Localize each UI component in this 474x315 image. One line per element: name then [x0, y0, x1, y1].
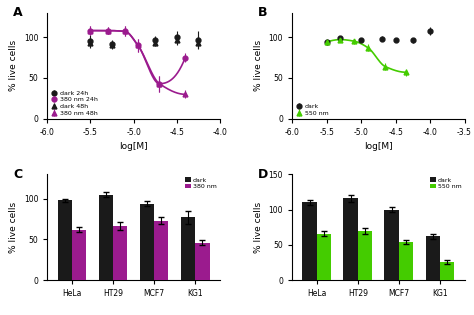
Bar — [317, 234, 331, 280]
X-axis label: log[M]: log[M] — [119, 142, 148, 152]
Bar — [58, 200, 72, 280]
Bar — [181, 217, 195, 280]
Bar — [195, 243, 210, 280]
Legend: dark, 550 nm: dark, 550 nm — [428, 176, 463, 191]
Bar — [113, 226, 128, 280]
Y-axis label: % live cells: % live cells — [254, 202, 263, 253]
Bar — [358, 231, 372, 280]
Legend: dark, 380 nm: dark, 380 nm — [183, 176, 218, 191]
Text: A: A — [13, 6, 23, 19]
Legend: dark, 550 nm: dark, 550 nm — [294, 102, 329, 117]
Bar — [344, 198, 358, 280]
Bar — [302, 203, 317, 280]
Bar — [426, 237, 440, 280]
Bar — [140, 203, 154, 280]
Bar — [99, 195, 113, 280]
Text: C: C — [13, 168, 22, 181]
Text: B: B — [258, 6, 267, 19]
Y-axis label: % live cells: % live cells — [254, 40, 263, 91]
X-axis label: log[M]: log[M] — [364, 142, 392, 152]
Bar — [384, 209, 399, 280]
Bar — [72, 230, 86, 280]
Text: D: D — [258, 168, 268, 181]
Bar — [440, 262, 454, 280]
Y-axis label: % live cells: % live cells — [9, 202, 18, 253]
Bar — [154, 221, 168, 280]
Y-axis label: % live cells: % live cells — [9, 40, 18, 91]
Bar — [399, 242, 413, 280]
Legend: dark 24h, 380 nm 24h, dark 48h, 380 nm 48h: dark 24h, 380 nm 24h, dark 48h, 380 nm 4… — [49, 89, 99, 117]
